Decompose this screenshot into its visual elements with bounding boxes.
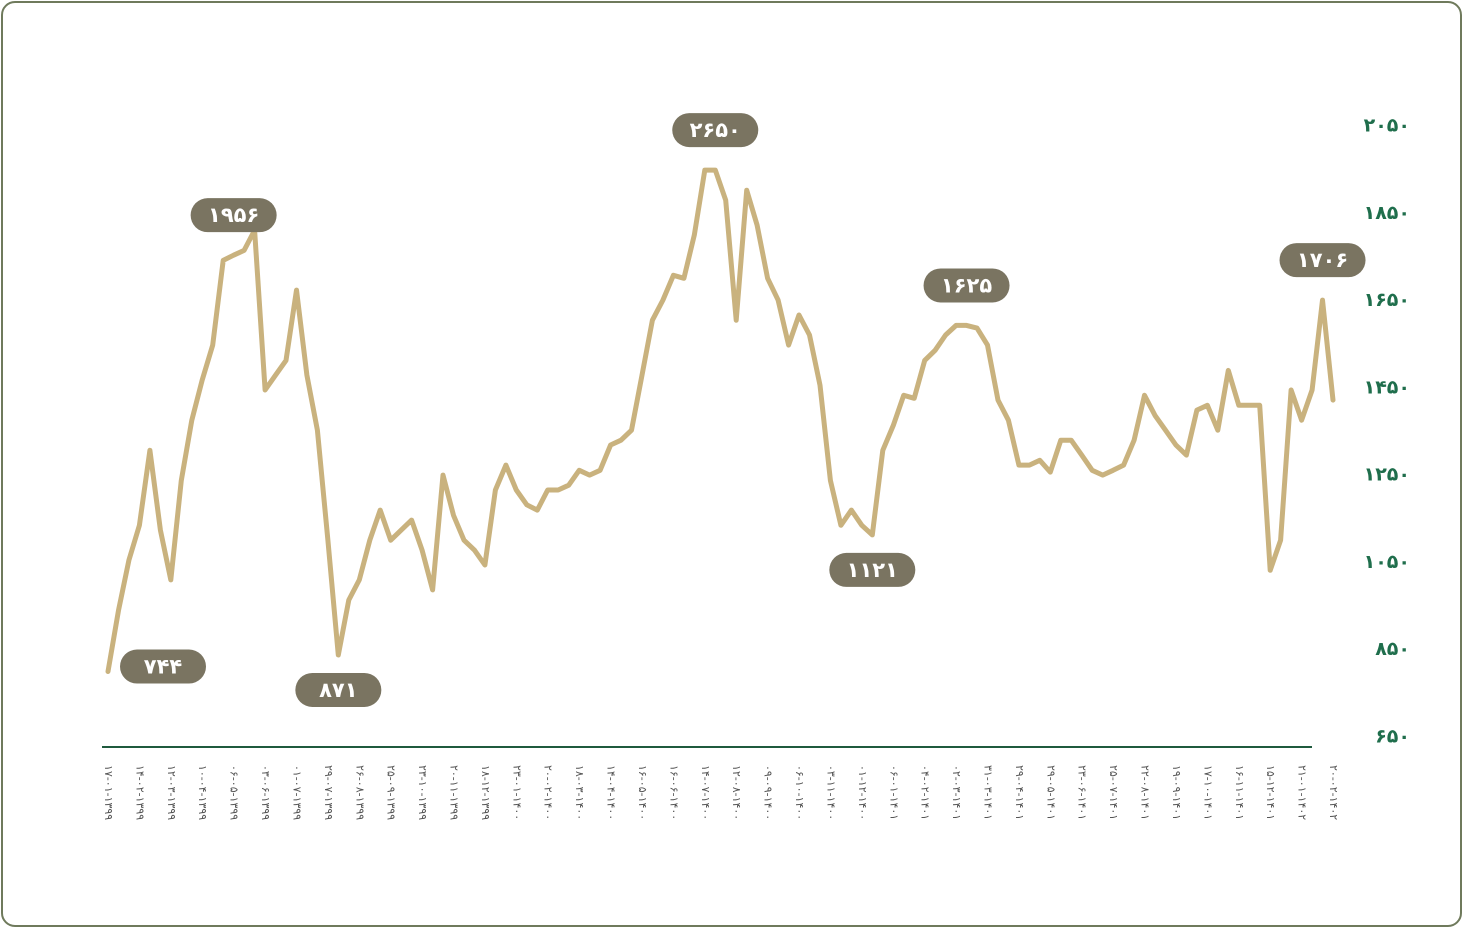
y-tick-label: ۱۰۵۰ [1364, 551, 1410, 573]
x-tick-label: ۱۷-۰۱-۱۳۹۹ [102, 765, 115, 820]
x-tick-label: ۳۱-۰۳-۱۴۰۱ [981, 765, 994, 820]
x-tick-label: ۰۱-۰۷-۱۳۹۹ [290, 765, 303, 820]
x-tick-label: ۰۶-۱۰-۱۴۰۰ [793, 765, 806, 820]
annotation-label: ۱۱۲۱ [847, 558, 898, 582]
x-tick-label: ۲۹-۰۷-۱۳۹۹ [322, 765, 335, 820]
x-tick-label: ۲۰-۰۲-۱۴۰۲ [1327, 765, 1340, 820]
x-tick-label: ۲۰-۰۲-۱۴۰۰ [542, 765, 555, 820]
x-tick-label: ۱۶-۰۵-۱۴۰۰ [636, 765, 649, 820]
annotation-label: ۱۹۵۶ [208, 203, 259, 227]
x-tick-label: ۲۳-۱۰-۱۳۹۹ [416, 765, 429, 820]
annotation-pill [120, 649, 206, 684]
x-tick-label: ۰۳-۰۶-۱۳۹۹ [259, 765, 272, 820]
annotation-label: ۱۷۰۶ [1297, 248, 1348, 272]
y-tick-label: ۸۵۰ [1375, 638, 1410, 660]
y-tick-label: ۱۴۵۰ [1364, 376, 1410, 398]
x-tick-label: ۱۶-۰۶-۱۴۰۰ [667, 765, 680, 820]
annotation-label: ۲۶۵۰ [690, 118, 741, 142]
x-tick-label: ۲۰-۱۱-۱۳۹۹ [448, 765, 461, 820]
x-tick-label: ۰۳-۱۱-۱۴۰۰ [824, 765, 837, 820]
annotation-label: ۷۴۴ [144, 655, 183, 679]
x-tick-label: ۱۸-۱۲-۱۳۹۹ [479, 765, 492, 820]
x-tick-label: ۰۱-۱۲-۱۴۰۰ [856, 765, 869, 820]
x-tick-label: ۲۳-۰۱-۱۴۰۰ [510, 765, 523, 820]
x-tick-label: ۲۹-۰۵-۱۴۰۱ [1044, 765, 1057, 820]
x-tick-label: ۱۷-۱۰-۱۴۰۱ [1201, 765, 1214, 820]
x-tick-label: ۰۶-۰۵-۱۳۹۹ [228, 765, 241, 820]
x-tick-label: ۱۲-۰۸-۱۴۰۰ [730, 765, 743, 820]
x-tick-label: ۲۵-۰۹-۱۳۹۹ [385, 765, 398, 820]
x-tick-label: ۰۲-۰۳-۱۴۰۱ [950, 765, 963, 820]
y-tick-label: ۱۸۵۰ [1364, 202, 1410, 224]
y-tick-label: ۶۵۰ [1375, 726, 1410, 748]
x-tick-label: ۱۴-۰۴-۱۴۰۰ [605, 765, 618, 820]
annotation: ۱۱۲۱ [829, 552, 916, 587]
x-tick-label: ۱۴-۰۷-۱۴۰۰ [699, 765, 712, 820]
y-tick-label: ۱۲۵۰ [1364, 464, 1410, 486]
y-tick-label: ۲۰۵۰ [1364, 115, 1410, 137]
x-tick-label: ۲۹-۰۴-۱۴۰۱ [1013, 765, 1026, 820]
annotation: ۱۹۵۶ [190, 198, 277, 233]
x-tick-label: ۲۵-۰۷-۱۴۰۱ [1107, 765, 1120, 820]
x-tick-label: ۱۵-۱۲-۱۴۰۱ [1264, 765, 1277, 820]
x-tick-label: ۱۶-۱۱-۱۴۰۱ [1233, 765, 1246, 820]
annotation: ۸۷۱ [295, 672, 382, 707]
annotation-pill [923, 268, 1010, 303]
annotation: ۱۶۲۵ [923, 268, 1010, 303]
annotation-label: ۱۶۲۵ [941, 273, 992, 297]
y-tick-label: ۱۶۵۰ [1364, 289, 1410, 311]
x-tick-label: ۱۸-۰۳-۱۴۰۰ [573, 765, 586, 820]
annotation-label: ۸۷۱ [319, 678, 357, 702]
x-tick-label: ۱۲-۰۳-۱۳۹۹ [165, 765, 178, 820]
annotation: ۲۶۵۰ [672, 113, 759, 148]
annotation-pill [672, 113, 759, 148]
x-tick-label: ۱۹-۰۹-۱۴۰۱ [1170, 765, 1183, 820]
x-tick-label: ۰۹-۰۹-۱۴۰۰ [762, 765, 775, 820]
x-tick-label: ۰۶-۰۱-۱۴۰۱ [887, 765, 900, 820]
x-tick-label: ۲۱-۰۱-۱۴۰۲ [1296, 765, 1309, 820]
annotation-pill [295, 672, 382, 707]
annotation: ۷۴۴ [120, 649, 206, 684]
x-tick-label: ۱۴-۰۲-۱۳۹۹ [133, 765, 146, 820]
annotation: ۱۷۰۶ [1279, 243, 1366, 278]
x-tick-label: ۲۳-۰۶-۱۴۰۱ [1076, 765, 1089, 820]
x-tick-label: ۰۴-۰۲-۱۴۰۱ [919, 765, 932, 820]
x-tick-label: ۱۰-۰۴-۱۳۹۹ [196, 765, 209, 820]
annotation-pill [829, 552, 916, 587]
annotation-pill [190, 198, 277, 233]
x-tick-label: ۲۶-۰۸-۱۳۹۹ [353, 765, 366, 820]
annotation-pill [1279, 243, 1366, 278]
price-line [105, 167, 1336, 674]
x-tick-label: ۲۲-۰۸-۱۴۰۱ [1139, 765, 1152, 820]
